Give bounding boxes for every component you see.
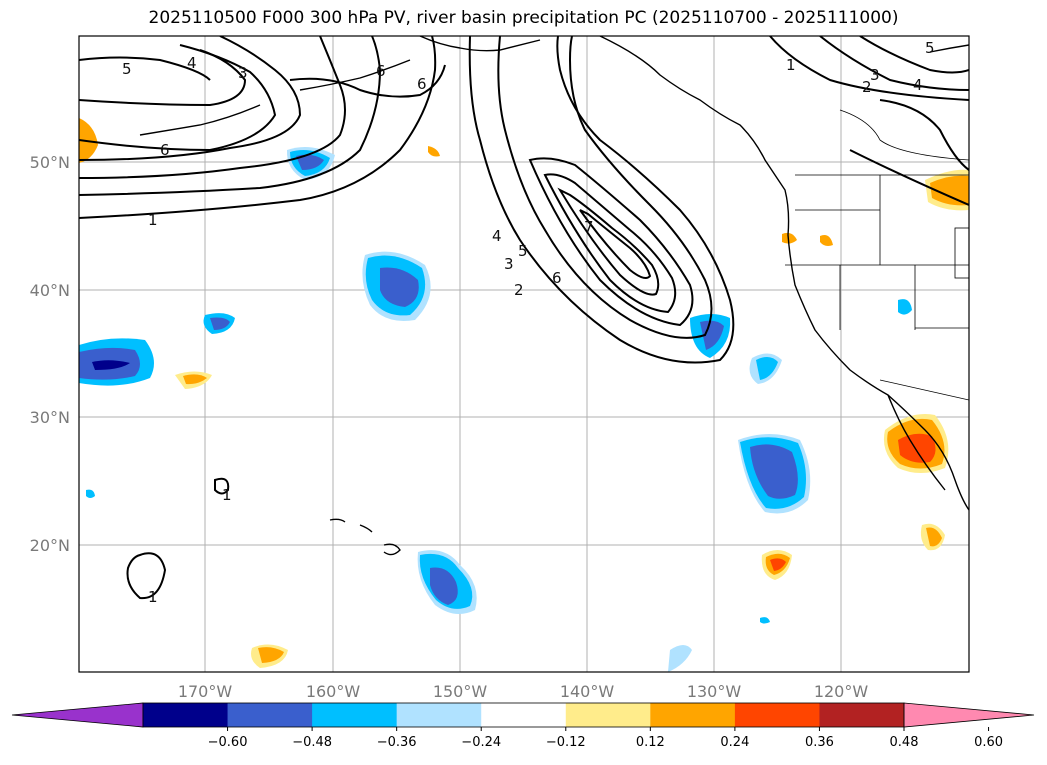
colorbar-segment — [819, 703, 905, 727]
contour-label: 3 — [504, 255, 514, 273]
lon-label: 140°W — [560, 682, 615, 701]
colorbar-tick-label: −0.24 — [461, 735, 501, 750]
lat-label: 30°N — [30, 408, 70, 427]
colorbar-segment — [312, 703, 398, 727]
colorbar-segment — [650, 703, 736, 727]
contour-label: 4 — [492, 227, 502, 245]
contour-label: 3 — [870, 66, 880, 84]
lat-label: 20°N — [30, 536, 70, 555]
contour-labels: 5 4 3 6 1 6 6 1 3 2 4 5 7 4 5 3 6 2 1 1 — [122, 39, 935, 606]
colorbar-segment — [143, 703, 229, 727]
contour-label: 6 — [160, 141, 170, 159]
colorbar-extend-low — [11, 702, 144, 728]
colorbar-segment — [227, 703, 313, 727]
colorbar-tick-label: −0.12 — [546, 735, 586, 750]
lon-label: 150°W — [433, 682, 488, 701]
colorbar-segment — [565, 703, 651, 727]
contour-label: 4 — [187, 54, 197, 72]
map-area — [79, 36, 969, 672]
colorbar-tick-label: −0.48 — [292, 735, 332, 750]
contour-label: 1 — [148, 588, 158, 606]
contour-label: 2 — [514, 281, 524, 299]
contour-label: 1 — [786, 56, 796, 74]
colorbar-ticks: −0.60 −0.48 −0.36 −0.24 −0.12 0.12 0.24 0.36 0.4… — [208, 727, 1003, 750]
gridlines — [79, 36, 969, 672]
contour-label: 5 — [518, 242, 528, 260]
contour-label: 6 — [552, 269, 562, 287]
colorbar-extend-high — [903, 702, 1035, 728]
colorbar-tick-label: −0.60 — [208, 735, 248, 750]
lon-labels: 170°W 160°W 150°W 140°W 130°W 120°W — [178, 682, 869, 701]
contour-label: 5 — [925, 39, 935, 57]
map-border — [78, 35, 970, 673]
colorbar-frame — [142, 702, 905, 728]
lon-label: 170°W — [178, 682, 233, 701]
colorbar-tick-label: 0.60 — [974, 735, 1003, 750]
lon-label: 120°W — [814, 682, 869, 701]
contour-label: 3 — [238, 64, 248, 82]
lat-label: 50°N — [30, 153, 70, 172]
colorbar-tick-label: 0.36 — [805, 735, 834, 750]
contour-label: 2 — [862, 78, 872, 96]
colorbar-segment — [481, 703, 567, 727]
contour-label: 6 — [376, 62, 386, 80]
contour-label: 7 — [584, 218, 594, 236]
contour-label: 1 — [222, 486, 232, 504]
contour-label: 1 — [148, 211, 158, 229]
contour-label: 4 — [913, 76, 923, 94]
map-title: 2025110500 F000 300 hPa PV, river basin … — [148, 8, 899, 28]
contour-label: 5 — [122, 60, 132, 78]
colorbar-segment — [396, 703, 482, 727]
colorbar — [11, 702, 1035, 728]
coastlines — [139, 36, 969, 556]
colorbar-tick-label: 0.48 — [890, 735, 919, 750]
colorbar-tick-label: 0.12 — [636, 735, 665, 750]
contour-label: 6 — [417, 75, 427, 93]
lat-labels: 50°N 40°N 30°N 20°N — [30, 153, 70, 555]
colorbar-segment — [734, 703, 820, 727]
pv-contours — [79, 36, 969, 600]
lon-label: 130°W — [687, 682, 742, 701]
lon-label: 160°W — [306, 682, 361, 701]
lat-label: 40°N — [30, 281, 70, 300]
colorbar-tick-label: −0.36 — [377, 735, 417, 750]
state-borders — [785, 109, 969, 401]
colorbar-tick-label: 0.24 — [720, 735, 749, 750]
